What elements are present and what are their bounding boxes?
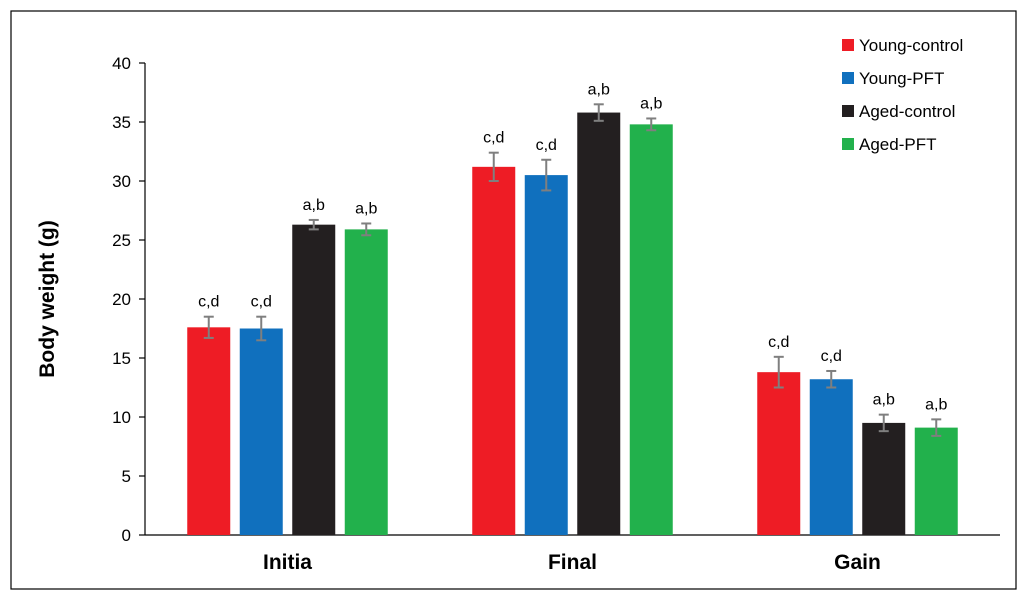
bar bbox=[809, 379, 853, 535]
data-label: c,d bbox=[251, 294, 272, 311]
y-tick-label: 20 bbox=[112, 290, 131, 309]
legend-label: Aged-PFT bbox=[859, 135, 936, 154]
bar bbox=[344, 229, 388, 535]
legend-swatch bbox=[842, 138, 854, 150]
data-label: a,b bbox=[640, 95, 662, 112]
data-label: c,d bbox=[536, 137, 557, 154]
bar bbox=[187, 327, 231, 535]
bar bbox=[757, 372, 801, 535]
data-label: c,d bbox=[483, 130, 504, 147]
bar bbox=[472, 166, 516, 535]
data-label: c,d bbox=[821, 348, 842, 365]
y-tick-label: 5 bbox=[122, 467, 131, 486]
legend-label: Young-control bbox=[859, 36, 963, 55]
y-tick-label: 15 bbox=[112, 349, 131, 368]
data-label: a,b bbox=[303, 197, 325, 214]
y-tick-label: 35 bbox=[112, 113, 131, 132]
data-label: a,b bbox=[925, 396, 947, 413]
data-label: a,b bbox=[355, 200, 377, 217]
x-category-label: Final bbox=[548, 551, 597, 574]
legend-swatch bbox=[842, 39, 854, 51]
y-tick-label: 10 bbox=[112, 408, 131, 427]
bar bbox=[914, 427, 958, 535]
x-category-label: Initia bbox=[263, 551, 312, 574]
data-label: c,d bbox=[198, 294, 219, 311]
legend-label: Young-PFT bbox=[859, 69, 944, 88]
data-label: a,b bbox=[588, 81, 610, 98]
y-tick-label: 0 bbox=[122, 526, 131, 545]
bar bbox=[629, 124, 673, 536]
legend-label: Aged-control bbox=[859, 102, 955, 121]
bar bbox=[239, 328, 283, 535]
y-tick-label: 30 bbox=[112, 172, 131, 191]
bar bbox=[524, 175, 568, 535]
legend-swatch bbox=[842, 72, 854, 84]
y-tick-label: 25 bbox=[112, 231, 131, 250]
x-category-label: Gain bbox=[834, 551, 881, 574]
bar bbox=[292, 224, 336, 535]
data-label: c,d bbox=[768, 334, 789, 351]
y-tick-label: 40 bbox=[112, 54, 131, 73]
data-label: a,b bbox=[873, 392, 895, 409]
legend-swatch bbox=[842, 105, 854, 117]
bar bbox=[862, 422, 906, 535]
y-axis-title: Body weight (g) bbox=[36, 220, 59, 377]
bar bbox=[577, 112, 621, 535]
